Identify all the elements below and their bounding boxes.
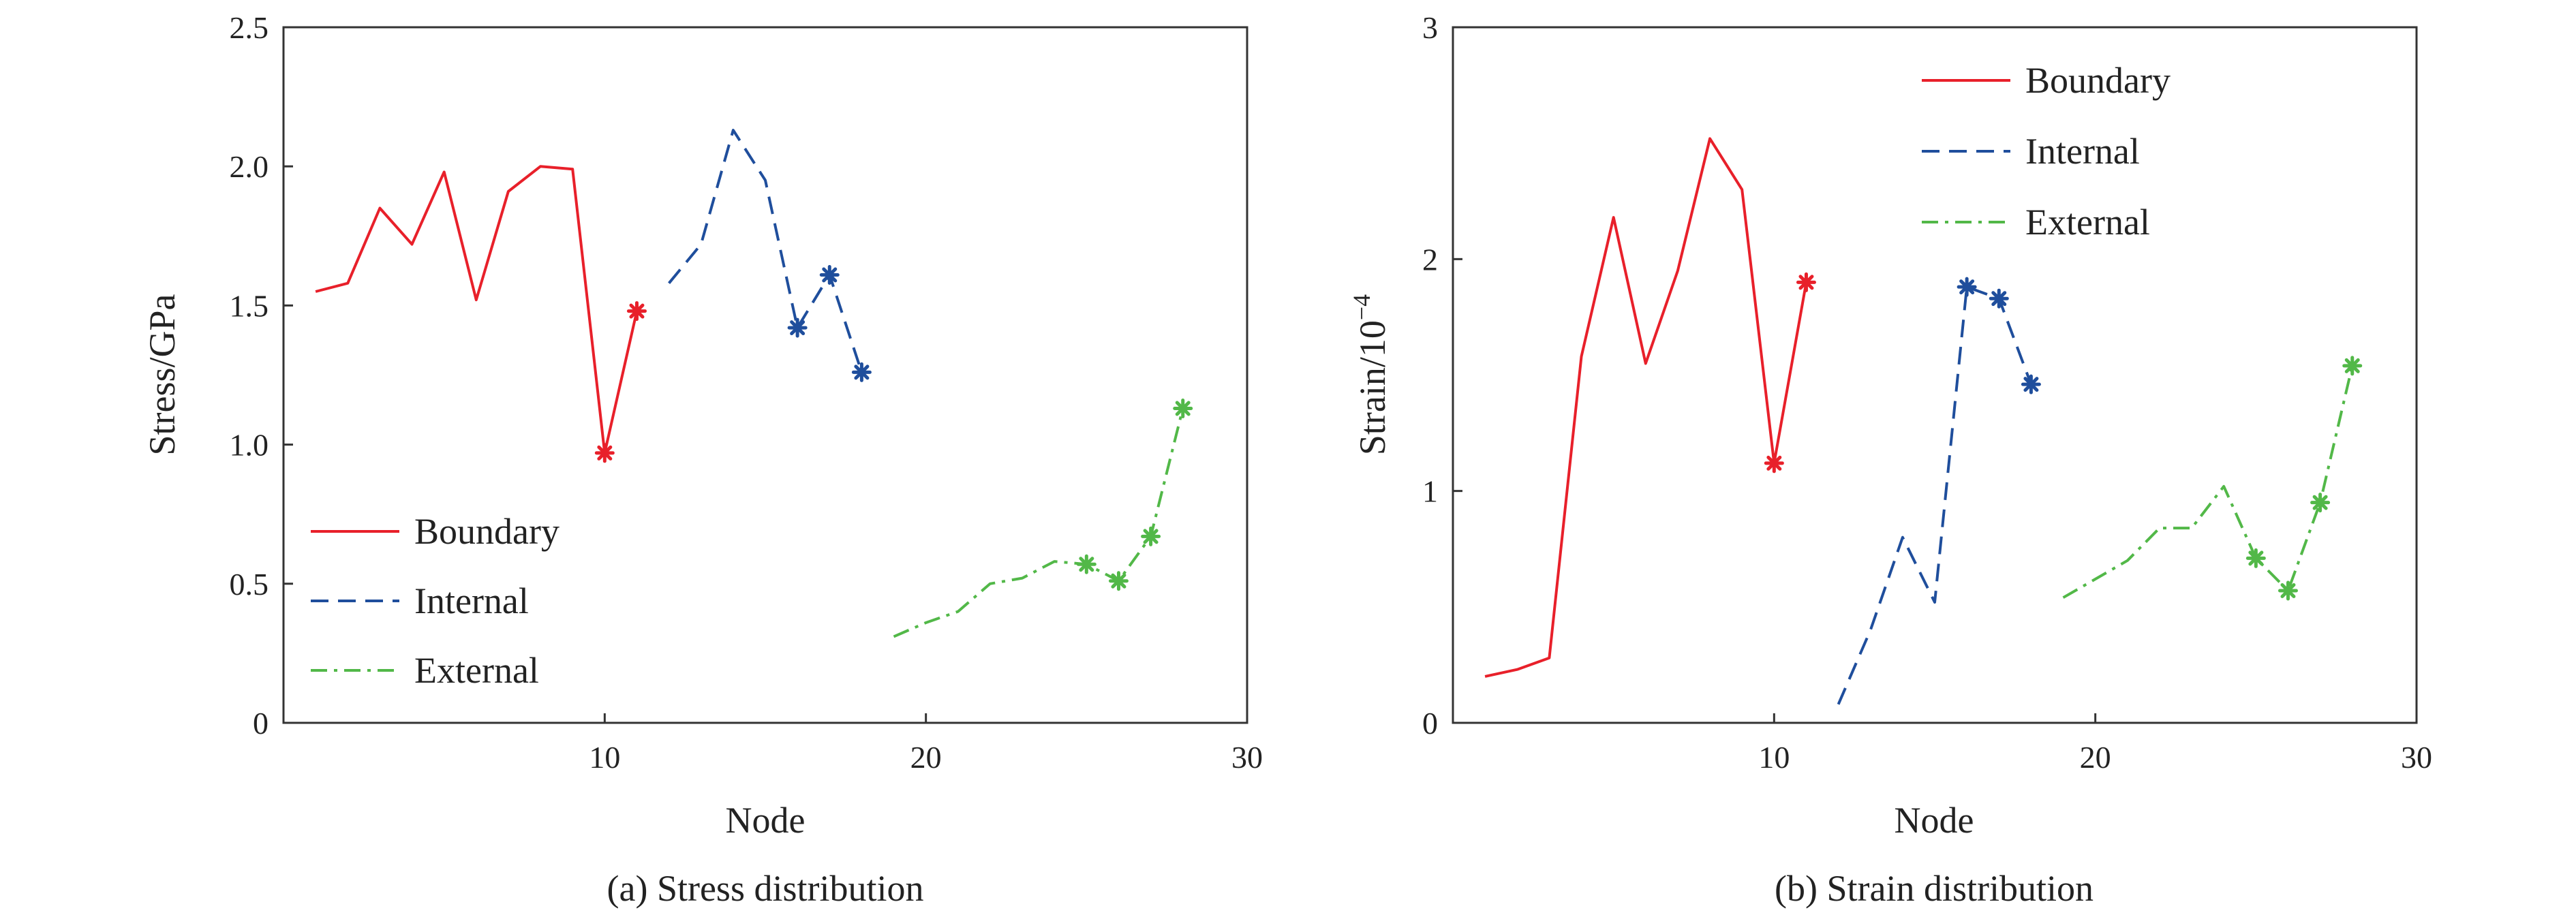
strain-external-line [2062,365,2354,599]
stress-y-tick-label: 1.0 [230,428,269,463]
marker-stroke [1111,573,1126,589]
stress-panel-caption: (a) Stress distribution [607,868,924,909]
stress-legend-external-label: External [414,650,539,691]
strain-y-tick-label: 0 [1422,706,1438,741]
strain-plot-frame [1452,26,2418,724]
marker-stroke [822,267,838,283]
strain-y-tick-label: 1 [1422,474,1438,509]
strain-x-axis-label: Node [1895,800,1974,841]
strain-internal-point-marker [1989,288,2009,309]
strain-chart-panel: 0 1 2 3 10 20 30 Boundary Internal External Node… [1348,10,2432,909]
stress-external-point-marker [1173,399,1193,419]
stress-x-tick-label: 10 [589,740,620,775]
strain-y-axis-label-exponent: −4 [1348,294,1375,320]
strain-internal-line [1837,285,2033,705]
strain-legend: Boundary Internal External [1922,60,2171,243]
strain-x-tick-label: 30 [2401,740,2432,775]
stress-y-tick-label: 2.0 [230,149,269,184]
stress-internal-point-marker [851,362,872,382]
marker-stroke [790,320,806,336]
strain-external-point-marker [2342,356,2363,376]
strain-x-tick-label: 10 [1758,740,1790,775]
stress-legend: Boundary Internal External [311,511,559,691]
marker-stroke [2280,583,2296,598]
strain-boundary-line [1484,137,1808,678]
strain-legend-boundary-label: Boundary [2025,60,2171,101]
strain-external-point-marker [2310,493,2331,513]
stress-axis-ticks: 0 0.5 1.0 1.5 2.0 2.5 10 20 30 [230,10,1263,775]
stress-internal-line [668,129,863,373]
marker-stroke [2344,358,2360,373]
marker-stroke [1143,529,1159,544]
stress-boundary-line [315,165,639,454]
stress-external-point-marker [1076,554,1097,574]
marker-stroke [2312,495,2328,510]
stress-x-tick-label: 20 [910,740,942,775]
marker-stroke [1991,291,2007,307]
strain-internal-point-marker [2021,374,2041,394]
strain-internal-point-marker [1957,277,1977,297]
marker-stroke [597,445,613,461]
strain-y-axis-label: Strain/10−4 [1348,294,1393,455]
strain-external-point-marker [2245,548,2266,568]
strain-series-group [1484,137,2363,705]
stress-x-axis-label: Node [726,800,806,841]
strain-y-tick-label: 3 [1422,10,1438,45]
marker-stroke [1766,455,1782,471]
marker-stroke [1959,279,1975,295]
stress-external-point-marker [1141,526,1161,546]
stress-chart-panel: 0 0.5 1.0 1.5 2.0 2.5 10 20 30 Boundary Internal E… [142,10,1263,909]
stress-external-point-marker [1108,571,1129,591]
strain-legend-internal-label: Internal [2025,131,2140,172]
stress-boundary-point-marker [594,443,615,463]
strain-panel-caption: (b) Strain distribution [1775,868,2094,909]
stress-y-tick-label: 0.5 [230,567,269,602]
marker-stroke [1175,401,1191,416]
strain-axis-ticks: 0 1 2 3 10 20 30 [1422,10,2432,775]
stress-legend-internal-label: Internal [414,580,529,621]
strain-external-point-marker [2278,580,2298,601]
stress-y-tick-label: 0 [253,706,269,741]
strain-y-tick-label: 2 [1422,242,1438,277]
stress-y-tick-label: 1.5 [230,288,269,323]
strain-legend-external-label: External [2025,202,2150,243]
stress-legend-boundary-label: Boundary [414,511,559,552]
stress-external-line [893,408,1184,638]
stress-series-group [315,129,1193,638]
marker-stroke [1079,557,1094,572]
marker-stroke [854,364,870,380]
strain-boundary-point-marker [1764,453,1784,473]
strain-x-tick-label: 20 [2080,740,2111,775]
stress-x-tick-label: 30 [1231,740,1263,775]
marker-stroke [2248,550,2264,566]
marker-stroke [1798,275,1814,290]
strain-boundary-point-marker [1796,272,1816,292]
marker-stroke [629,303,645,319]
strain-y-axis-label-prefix: Strain/10 [1352,320,1393,455]
stress-y-axis-label: Stress/GPa [142,294,183,455]
stress-plot-frame [282,26,1248,724]
stress-boundary-point-marker [626,301,647,322]
stress-y-tick-label: 2.5 [230,10,269,45]
stress-internal-point-marker [787,317,808,338]
stress-internal-point-marker [819,264,840,285]
marker-stroke [2023,377,2039,392]
